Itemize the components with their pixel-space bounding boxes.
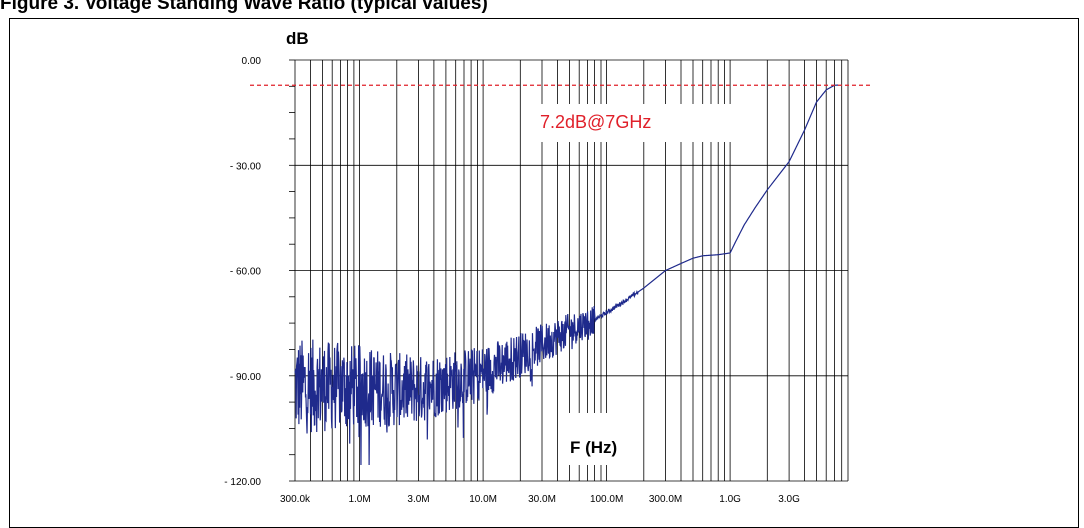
x-tick-label: 3.0M	[407, 494, 429, 505]
y-tick-label: - 30.00	[230, 161, 262, 172]
x-tick-label: 1.0G	[719, 494, 741, 505]
x-tick-label: 10.0M	[469, 494, 497, 505]
y-tick-label: 0.00	[242, 56, 262, 67]
x-tick-label: 1.0M	[348, 494, 370, 505]
x-axis-label: F (Hz)	[570, 438, 617, 457]
annotation-background	[530, 104, 740, 142]
x-tick-labels: 300.0k 1.0M 3.0M 10.0M 30.0M 100.0M 300.0M 1.0G…	[280, 494, 800, 505]
series-line	[294, 84, 839, 466]
y-axis-label: dB	[286, 29, 309, 48]
y-tick-labels: 0.00 - 30.00 - 60.00 - 90.00 - 120.00	[224, 56, 261, 488]
x-tick-label: 300.0M	[649, 494, 682, 505]
x-tick-label: 30.0M	[528, 494, 556, 505]
x-tick-label: 100.0M	[590, 494, 623, 505]
xlabel-background	[565, 413, 635, 465]
y-tick-label: - 120.00	[224, 477, 261, 488]
x-tick-label: 3.0G	[778, 494, 800, 505]
y-tick-label: - 60.00	[230, 267, 262, 278]
y-tick-label: - 90.00	[230, 372, 262, 383]
x-tick-label: 300.0k	[280, 494, 311, 505]
figure-caption: Figure 3. Voltage Standing Wave Ratio (t…	[0, 0, 488, 14]
annotation-label: 7.2dB@7GHz	[540, 112, 651, 132]
